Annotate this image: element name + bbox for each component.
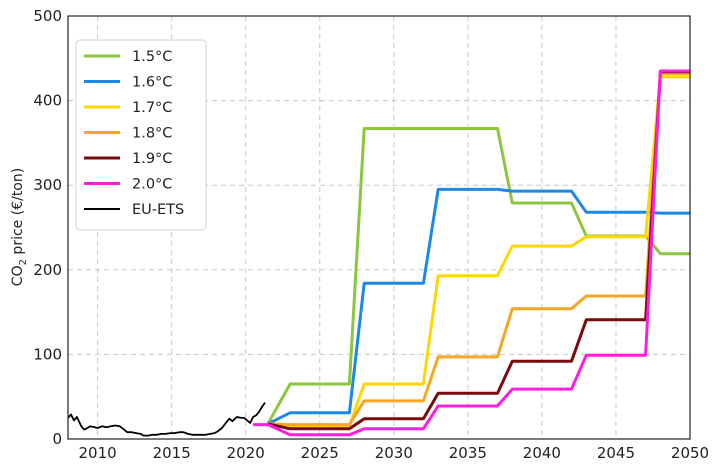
x-tick-label: 2025 [301, 444, 339, 462]
series-line-1-7-c [267, 75, 690, 428]
y-tick-label: 500 [33, 7, 62, 25]
series-lines [68, 69, 690, 437]
y-axis-label-subscript: 2 [18, 259, 29, 265]
axis-ticks: 2010 2015 2020 2025 2030 2035 2040 2045 2050 0 100… [33, 7, 709, 462]
x-tick-label: 2040 [523, 444, 561, 462]
plot-area [67, 15, 691, 440]
legend-entry-label: EU-ETS [132, 202, 184, 218]
legend-entry-label: 1.7°C [132, 100, 172, 116]
x-tick-label: 2015 [153, 444, 191, 462]
series-line-1-8-c [267, 72, 690, 427]
x-tick-label: 2010 [79, 444, 117, 462]
series-line-eu-ets [68, 402, 266, 437]
series-line-1-6-c [267, 187, 690, 426]
x-tick-label: 2050 [671, 444, 709, 462]
legend-entry-label: 1.6°C [132, 75, 172, 91]
legend-entry-label: 1.8°C [132, 126, 172, 142]
y-axis-label-rest: price (€/ton) [10, 168, 26, 259]
y-tick-label: 100 [33, 345, 62, 363]
y-tick-label: 300 [33, 176, 62, 194]
x-tick-label: 2030 [375, 444, 413, 462]
legend-entry-label: 1.9°C [132, 151, 172, 167]
x-tick-label: 2035 [449, 444, 487, 462]
legend-entry-label: 1.5°C [132, 49, 172, 65]
x-tick-label: 2020 [227, 444, 265, 462]
series-line-2-0-c [253, 69, 690, 437]
series-line-1-9-c [267, 70, 690, 431]
y-axis-label: CO2 price (€/ton) [10, 168, 29, 286]
plot-frame [67, 15, 691, 440]
legend-entry-label: 2.0°C [132, 177, 172, 193]
y-tick-label: 0 [52, 430, 62, 448]
legend: 1.5°C 1.6°C 1.7°C 1.8°C 1.9°C 2.0°C EU-ETS [75, 39, 207, 231]
y-axis-label-main: CO [10, 265, 26, 286]
y-tick-label: 400 [33, 92, 62, 110]
x-tick-label: 2045 [597, 444, 635, 462]
y-tick-label: 200 [33, 261, 62, 279]
